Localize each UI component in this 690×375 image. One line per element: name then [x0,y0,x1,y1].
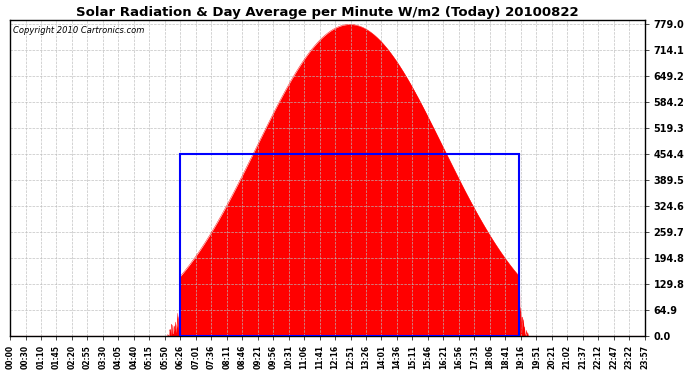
Text: Copyright 2010 Cartronics.com: Copyright 2010 Cartronics.com [13,26,145,35]
Bar [180,154,520,336]
Title: Solar Radiation & Day Average per Minute W/m2 (Today) 20100822: Solar Radiation & Day Average per Minute… [76,6,579,18]
